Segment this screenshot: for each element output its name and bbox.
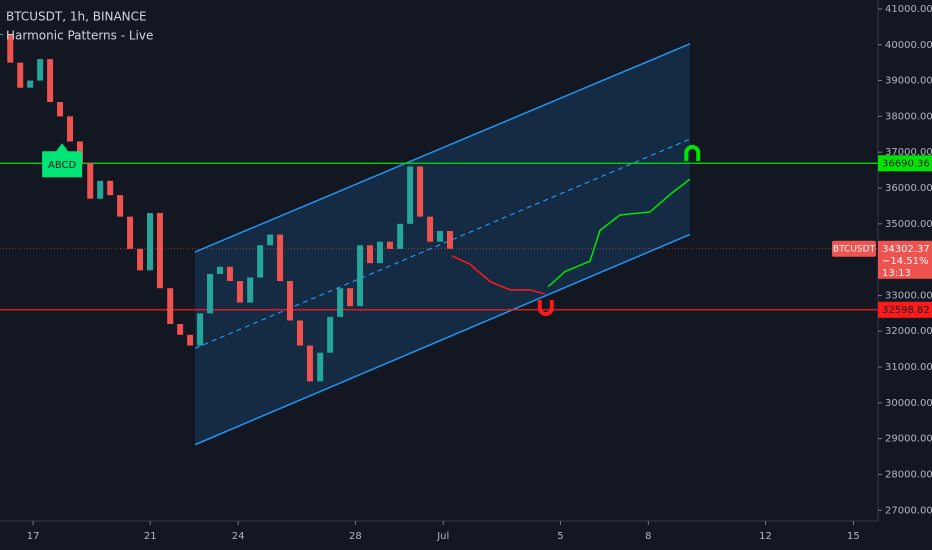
candle <box>417 166 424 217</box>
candle <box>407 166 414 224</box>
candle <box>367 245 374 264</box>
candle <box>197 313 204 346</box>
candle <box>247 277 254 303</box>
candle <box>296 320 303 346</box>
y-tick-label: 40000.00 <box>885 40 932 51</box>
candle <box>427 216 434 242</box>
candle <box>187 334 194 346</box>
plot <box>0 34 878 446</box>
candle <box>146 213 153 271</box>
candle <box>37 59 44 81</box>
level-label: 32598.82 <box>882 305 930 316</box>
level-label: 36690.36 <box>882 158 930 169</box>
candle <box>277 234 284 282</box>
forecast-path <box>451 255 546 295</box>
candle <box>267 234 274 246</box>
channel-upper <box>194 43 691 253</box>
y-tick-label: 29000.00 <box>885 434 932 445</box>
candle <box>347 288 354 307</box>
candle <box>397 223 404 249</box>
candle <box>27 80 34 88</box>
y-tick-label: 32000.00 <box>885 326 932 337</box>
symbol-box <box>832 240 876 257</box>
chart-title: BTCUSDT, 1h, BINANCE <box>6 10 147 24</box>
candle <box>226 266 233 282</box>
candle <box>207 273 214 314</box>
candle <box>317 352 324 382</box>
candle <box>386 241 393 249</box>
pattern-label: ABCD <box>48 160 77 171</box>
candle <box>257 245 264 278</box>
y-tick-label: 28000.00 <box>885 469 932 480</box>
candle <box>287 281 294 321</box>
level-label-box <box>878 155 932 172</box>
indicator-name: Harmonic Patterns - Live <box>6 29 153 43</box>
candle <box>437 230 444 242</box>
candle <box>117 195 124 217</box>
x-tick-label: 24 <box>232 531 245 542</box>
channel-lower <box>194 233 691 446</box>
y-tick-label: 38000.00 <box>885 111 932 122</box>
candle <box>306 345 313 382</box>
candle <box>177 324 184 335</box>
last-price-label: 34302.37 <box>882 244 930 255</box>
x-tick-label: 15 <box>847 531 860 542</box>
y-tick-label: 30000.00 <box>885 398 932 409</box>
candle <box>137 248 144 271</box>
level-label-box <box>878 301 932 318</box>
candle <box>446 230 453 249</box>
candle <box>47 59 54 103</box>
pattern-label-box <box>42 143 83 178</box>
candle <box>57 102 64 117</box>
y-tick-label: 36000.00 <box>885 183 932 194</box>
x-tick-label: 28 <box>349 531 362 542</box>
y-tick-label: 27000.00 <box>885 505 932 516</box>
candle <box>217 266 224 274</box>
candle <box>337 288 344 317</box>
candle <box>236 281 243 303</box>
candle <box>7 34 14 63</box>
candle <box>87 162 94 199</box>
candle <box>167 288 174 325</box>
magnet-icon <box>537 299 554 316</box>
candle <box>97 180 104 199</box>
y-tick-label: 39000.00 <box>885 76 932 87</box>
x-tick-label: 8 <box>645 531 651 542</box>
y-tick-label: 41000.00 <box>885 4 932 15</box>
candle <box>376 241 383 264</box>
candle <box>327 316 334 353</box>
symbol-label: BTCUSDT <box>833 244 876 254</box>
y-tick-label: 37000.00 <box>885 147 932 158</box>
last-price-box <box>878 240 932 279</box>
candle <box>107 180 114 196</box>
candle <box>156 213 163 289</box>
x-tick-label: 21 <box>144 531 157 542</box>
y-tick-label: 31000.00 <box>885 362 932 373</box>
magnet-icon <box>684 144 701 161</box>
forecast-path <box>547 178 691 288</box>
candle <box>357 245 364 307</box>
candle <box>17 62 24 88</box>
y-tick-label: 35000.00 <box>885 219 932 230</box>
candle <box>67 116 74 142</box>
x-tick-label: Jul <box>436 531 449 542</box>
price-change: −14.51% <box>882 256 929 267</box>
y-tick-label: 33000.00 <box>885 290 932 301</box>
x-tick-label: 5 <box>557 531 563 542</box>
candle <box>0 34 3 36</box>
candle <box>127 216 134 249</box>
x-tick-label: 17 <box>27 531 40 542</box>
channel-fill <box>195 43 690 445</box>
x-tick-label: 12 <box>759 531 772 542</box>
bar-countdown: 13:13 <box>882 268 911 279</box>
